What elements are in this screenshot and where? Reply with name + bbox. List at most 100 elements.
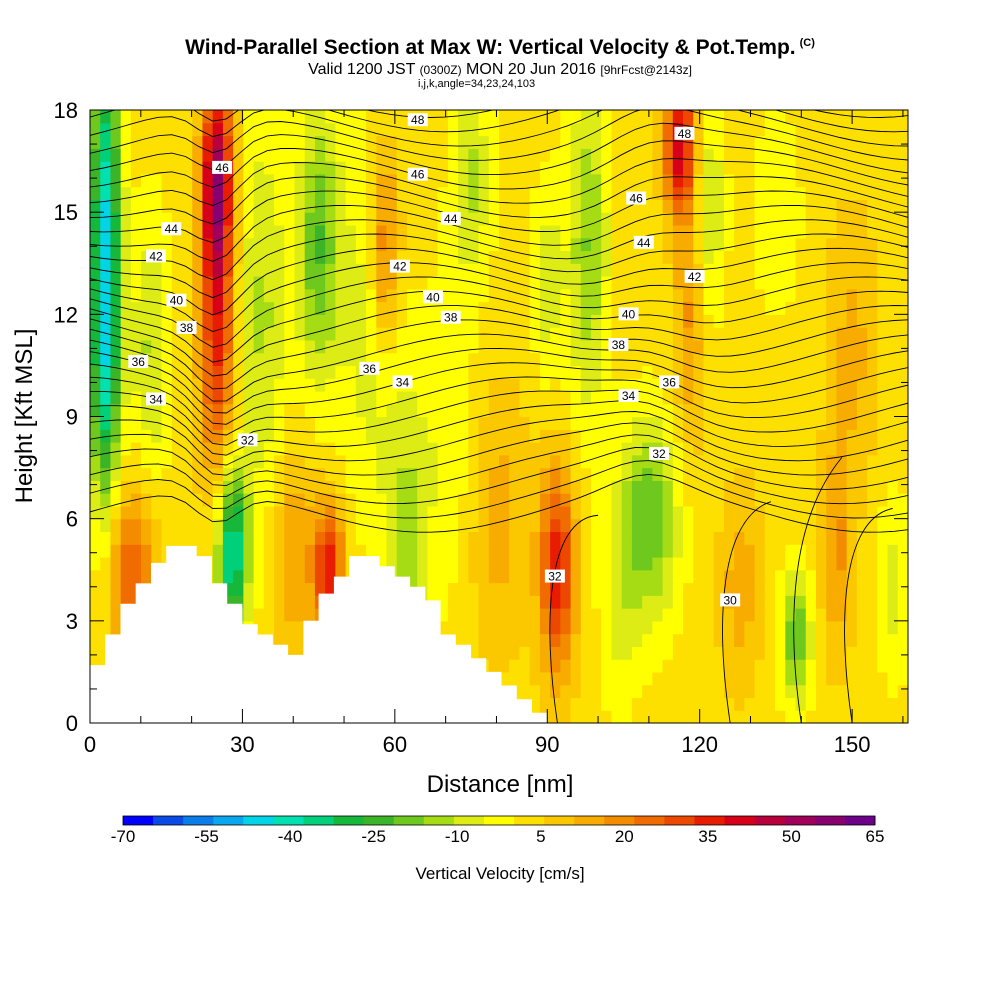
velocity-cell: [754, 493, 766, 507]
velocity-cell: [672, 429, 684, 443]
velocity-cell: [764, 710, 776, 723]
velocity-cell: [570, 224, 582, 239]
velocity-cell: [519, 250, 531, 264]
velocity-cell: [601, 339, 613, 354]
velocity-cell: [345, 378, 357, 392]
contour-label: 48: [407, 113, 428, 127]
velocity-cell: [212, 173, 224, 188]
velocity-cell: [856, 263, 868, 277]
velocity-cell: [243, 339, 255, 354]
velocity-cell: [284, 122, 296, 137]
velocity-cell: [826, 365, 838, 379]
velocity-cell: [274, 518, 285, 533]
velocity-cell: [274, 544, 285, 558]
velocity-cell: [488, 237, 500, 252]
velocity-cell: [642, 556, 653, 571]
velocity-cell: [243, 250, 255, 264]
velocity-cell: [182, 531, 193, 545]
velocity-cell: [867, 352, 878, 367]
velocity-cell: [723, 416, 735, 430]
velocity-cell: [652, 518, 664, 533]
velocity-cell: [897, 339, 908, 354]
velocity-cell: [120, 390, 132, 405]
velocity-cell: [458, 110, 469, 124]
velocity-cell: [376, 263, 388, 277]
velocity-cell: [877, 352, 889, 367]
velocity-cell: [723, 467, 735, 481]
velocity-cell: [120, 122, 132, 137]
velocity-cell: [560, 301, 572, 315]
velocity-cell: [263, 135, 275, 149]
velocity-cell: [867, 531, 878, 545]
velocity-cell: [529, 288, 541, 303]
velocity-cell: [304, 556, 316, 571]
velocity-cell: [345, 480, 357, 494]
velocity-cell: [775, 556, 786, 571]
velocity-cell: [734, 442, 745, 456]
velocity-cell: [488, 276, 500, 290]
velocity-cell: [652, 161, 664, 175]
velocity-cell: [550, 212, 561, 226]
velocity-cell: [591, 480, 602, 494]
velocity-cell: [192, 148, 204, 162]
velocity-cell: [499, 429, 510, 443]
velocity-cell: [621, 505, 633, 520]
velocity-cell: [253, 339, 265, 354]
velocity-cell: [550, 608, 561, 622]
velocity-cell: [386, 327, 398, 341]
velocity-cell: [100, 186, 112, 200]
velocity-cell: [560, 186, 572, 200]
velocity-cell: [713, 173, 725, 188]
contour-label: 44: [161, 222, 182, 236]
velocity-cell: [294, 429, 306, 443]
velocity-cell: [212, 314, 224, 328]
velocity-cell: [795, 352, 807, 367]
velocity-cell: [897, 429, 908, 443]
velocity-cell: [304, 569, 316, 584]
velocity-cell: [499, 646, 510, 660]
velocity-cell: [366, 339, 377, 354]
velocity-cell: [110, 173, 122, 188]
velocity-cell: [447, 505, 459, 520]
velocity-cell: [713, 480, 725, 494]
velocity-cell: [253, 544, 265, 558]
velocity-cell: [795, 493, 807, 507]
velocity-cell: [120, 595, 132, 609]
velocity-cell: [672, 518, 684, 533]
velocity-cell: [877, 697, 889, 711]
velocity-cell: [580, 505, 592, 520]
velocity-cell: [345, 148, 357, 162]
velocity-cell: [815, 148, 827, 162]
velocity-cell: [815, 608, 827, 622]
velocity-cell: [233, 224, 244, 239]
velocity-cell: [785, 620, 797, 635]
velocity-cell: [815, 327, 827, 341]
velocity-cell: [887, 276, 899, 290]
velocity-cell: [396, 493, 408, 507]
velocity-cell: [693, 684, 705, 699]
velocity-cell: [488, 633, 500, 647]
velocity-cell: [386, 135, 398, 149]
velocity-cell: [693, 352, 705, 367]
velocity-cell: [693, 429, 705, 443]
velocity-cell: [314, 186, 326, 200]
velocity-cell: [580, 633, 592, 647]
velocity-cell: [856, 454, 868, 469]
velocity-cell: [355, 339, 367, 354]
velocity-cell: [560, 199, 572, 213]
velocity-cell: [396, 531, 408, 545]
velocity-cell: [90, 237, 101, 252]
velocity-cell: [406, 390, 418, 405]
velocity-cell: [723, 237, 735, 252]
velocity-cell: [294, 365, 306, 379]
velocity-cell: [243, 454, 255, 469]
velocity-cell: [836, 633, 848, 647]
velocity-cell: [775, 633, 786, 647]
velocity-cell: [120, 263, 132, 277]
velocity-cell: [775, 544, 786, 558]
velocity-cell: [744, 403, 756, 418]
velocity-cell: [120, 378, 132, 392]
velocity-cell: [100, 122, 112, 137]
velocity-cell: [274, 403, 285, 418]
velocity-cell: [529, 595, 541, 609]
